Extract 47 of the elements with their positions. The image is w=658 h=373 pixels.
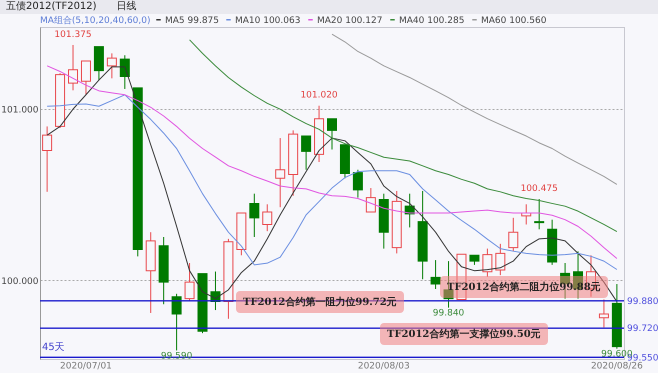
candlestick bbox=[482, 248, 492, 278]
legend-label: MA20 100.127 bbox=[317, 16, 382, 26]
candlestick bbox=[80, 60, 91, 96]
candlestick bbox=[301, 136, 312, 170]
legend-title: MA组合(5,10,20,40,60,0) bbox=[40, 15, 151, 26]
annotation: 100.475 bbox=[520, 184, 558, 194]
ref-line-label: 99.880 bbox=[627, 296, 658, 307]
candlestick bbox=[184, 262, 195, 302]
candlestick bbox=[68, 44, 78, 91]
candlestick bbox=[327, 118, 337, 150]
x-tick-label: 2020/08/03 bbox=[358, 362, 410, 372]
annotation: 101.020 bbox=[300, 90, 338, 101]
candlestick bbox=[249, 193, 260, 238]
legend-label: MA10 100.063 bbox=[235, 16, 300, 26]
candlestick bbox=[430, 260, 441, 290]
chart-subtitle: 日线 bbox=[116, 1, 137, 12]
candlestick bbox=[262, 204, 272, 232]
legend-label: MA40 100.285 bbox=[399, 16, 464, 26]
annotation: 101.375 bbox=[54, 30, 92, 40]
candlestick bbox=[42, 126, 52, 192]
candlestick bbox=[598, 298, 609, 328]
line-series bbox=[189, 39, 618, 232]
chart-title: 五债2012(TF2012) bbox=[6, 1, 97, 12]
y-tick-label: 100.000 bbox=[1, 276, 39, 287]
x-tick-label: 2020/08/26 bbox=[590, 362, 644, 372]
annotation: TF2012合约第二阻力位99.88元 bbox=[440, 276, 608, 298]
candlestick bbox=[106, 52, 117, 79]
candlestick bbox=[366, 188, 376, 212]
candlestick bbox=[120, 54, 130, 90]
annotation: 99.840 bbox=[432, 308, 465, 319]
legend-label: MA5 99.875 bbox=[165, 16, 219, 26]
y-tick-label: 101.000 bbox=[1, 106, 39, 116]
candlestick bbox=[94, 46, 104, 81]
x-tick-label: 2020/07/01 bbox=[60, 362, 112, 372]
candlestick bbox=[172, 293, 182, 351]
annotation: TF2012合约第一支撑位99.50元 bbox=[380, 323, 548, 345]
line-series bbox=[46, 65, 618, 260]
legend-label: MA60 100.560 bbox=[481, 16, 547, 26]
candlestick bbox=[469, 254, 480, 266]
candlestick bbox=[534, 198, 544, 230]
ref-line-label: 99.720 bbox=[627, 324, 658, 334]
candlestick bbox=[275, 138, 286, 208]
candlestick bbox=[495, 243, 506, 276]
annotation: TF2012合约第一阻力位99.72元 bbox=[236, 291, 404, 313]
candlestick bbox=[352, 169, 363, 198]
annotation: 45天 bbox=[42, 341, 65, 354]
candlestick bbox=[508, 217, 518, 252]
